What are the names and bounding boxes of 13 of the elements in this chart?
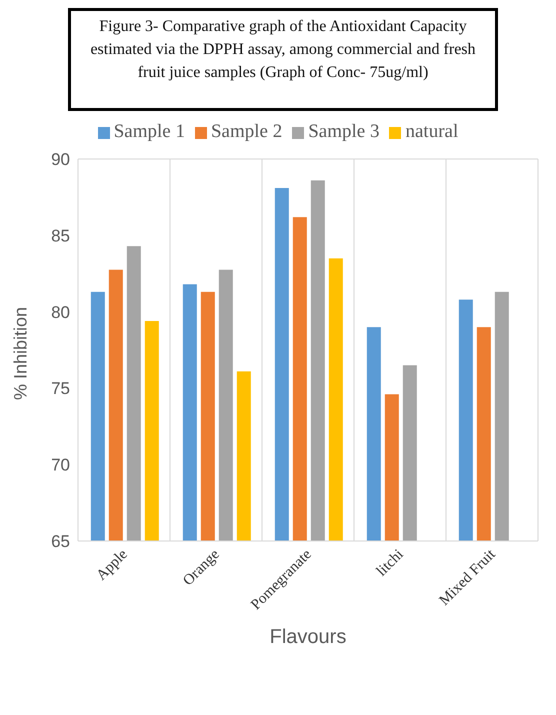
legend-label: natural: [405, 121, 458, 142]
y-tick-label: 80: [51, 302, 70, 322]
x-axis-title: Flavours: [270, 626, 346, 648]
y-tick-label: 70: [51, 456, 70, 475]
y-axis-title: % Inhibition: [10, 306, 30, 400]
legend-label: Sample 1: [114, 121, 185, 142]
y-tick-label: 75: [51, 379, 70, 398]
y-tick-label: 85: [51, 226, 70, 246]
legend-label: Sample 3: [308, 121, 380, 142]
y-tick-label: 65: [51, 532, 70, 552]
y-tick-label: 90: [51, 150, 70, 170]
chart-title: Figure 3- Comparative graph of the Antioxidant Capacity estimated via the DPPH assay, among commercial and fresh fruit juice samples (Graph of Conc- 75ug/ml): [68, 8, 498, 111]
legend-label: Sample 2: [210, 121, 282, 142]
